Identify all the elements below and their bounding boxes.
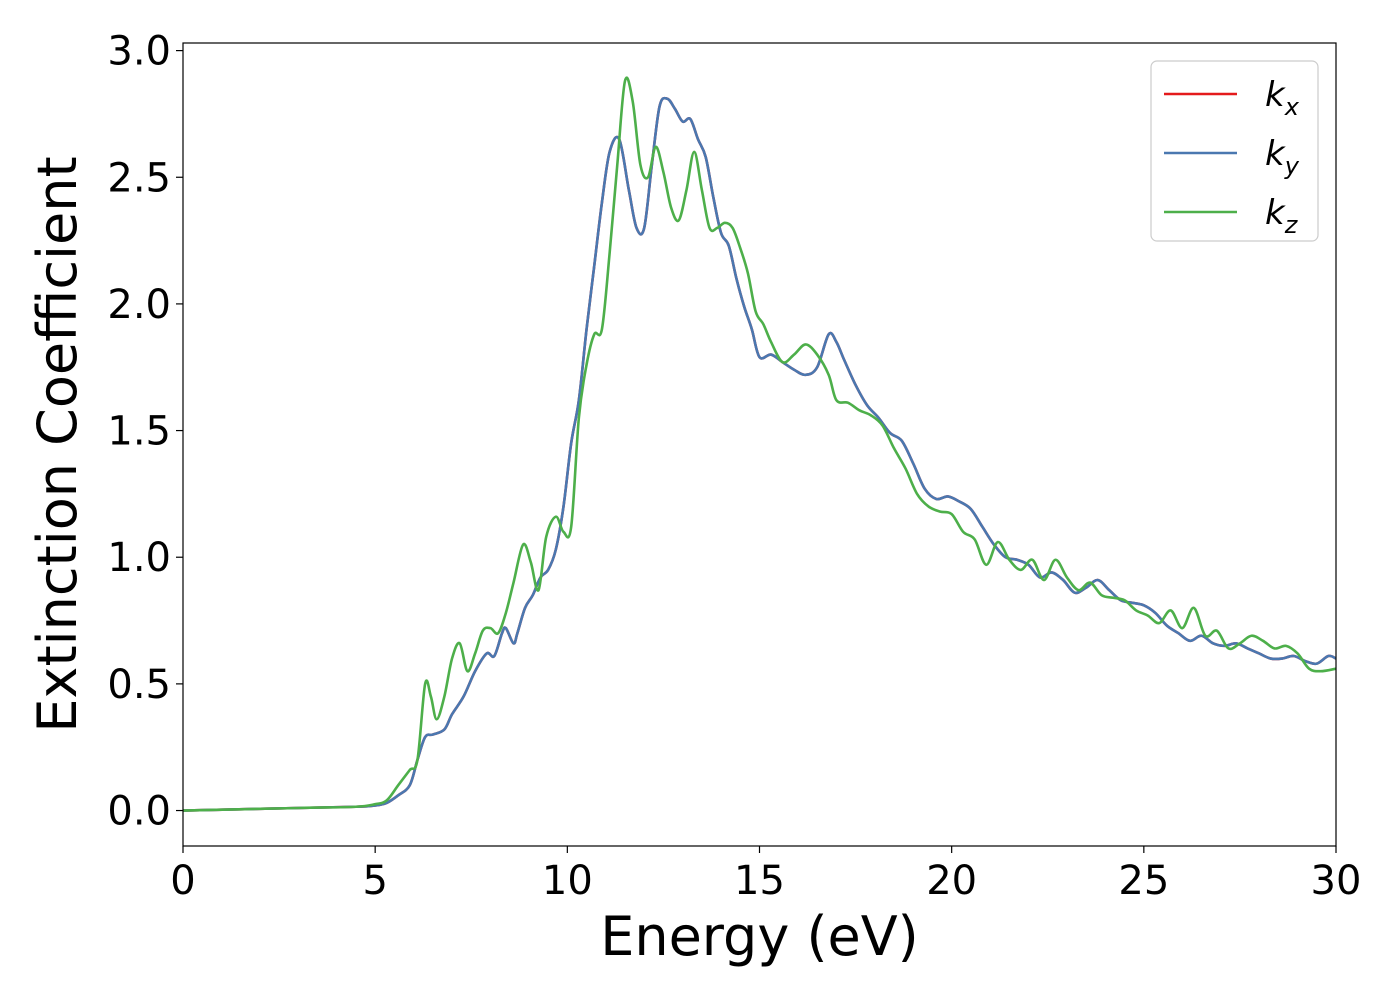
x-tick-label: 20 xyxy=(926,858,977,904)
series-line-k-z xyxy=(183,76,1336,812)
x-tick-label: 15 xyxy=(734,858,785,904)
y-tick-label: 2.0 xyxy=(107,282,171,328)
x-axis-label: Energy (eV) xyxy=(600,905,919,968)
x-tick-label: 10 xyxy=(542,858,593,904)
x-tick-label: 0 xyxy=(170,858,195,904)
series-line-k-y xyxy=(183,96,1336,812)
y-tick-label: 2.5 xyxy=(107,155,171,201)
legend-entry: ky xyxy=(1265,134,1300,180)
x-tick-label: 5 xyxy=(362,858,387,904)
y-tick-label: 0.0 xyxy=(107,789,171,835)
y-tick-label: 1.5 xyxy=(107,409,171,455)
y-tick-label: 1.0 xyxy=(107,535,171,581)
y-tick-label: 3.0 xyxy=(107,29,171,75)
legend-entry: kz xyxy=(1265,193,1299,239)
y-axis-label: Extinction Coefficient xyxy=(26,156,89,732)
x-axis: 0 5 10 15 20 25 30 xyxy=(170,846,1361,904)
x-tick-label: 30 xyxy=(1311,858,1362,904)
legend: kx ky kz xyxy=(1150,60,1319,242)
legend-entry: kx xyxy=(1265,75,1300,121)
legend-box xyxy=(1150,60,1319,242)
y-tick-label: 0.5 xyxy=(107,662,171,708)
plot-area xyxy=(183,76,1336,812)
y-axis: 0.0 0.5 1.0 1.5 2.0 2.5 3.0 xyxy=(107,29,183,835)
x-tick-label: 25 xyxy=(1118,858,1169,904)
